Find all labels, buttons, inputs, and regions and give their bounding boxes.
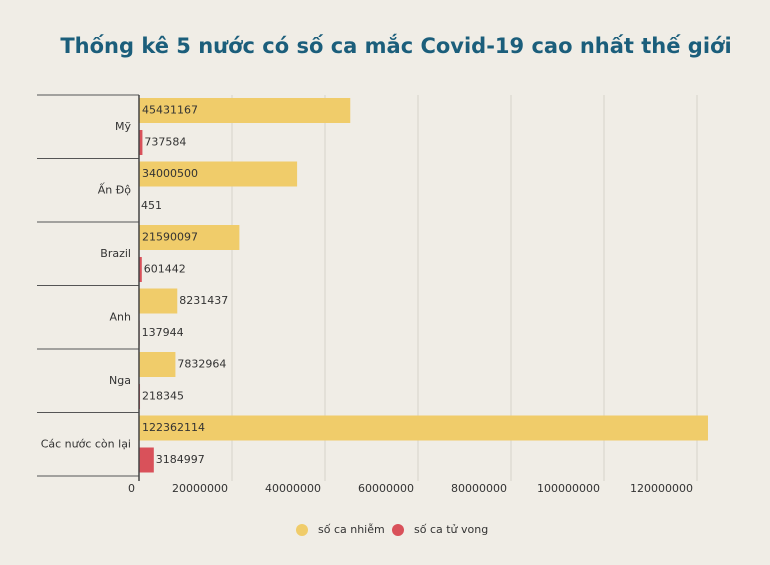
value-label: 3184997 [156, 453, 205, 466]
y-tick-label: Các nước còn lại [41, 437, 131, 450]
x-tick-label: 20000000 [172, 482, 228, 495]
bar [139, 415, 708, 441]
x-tick-label: 100000000 [537, 482, 600, 495]
bar [139, 352, 176, 377]
x-tick-label: 120000000 [630, 482, 693, 495]
y-tick-label: Mỹ [115, 120, 131, 133]
bar [139, 447, 154, 473]
value-label: 21590097 [142, 231, 198, 244]
bar [139, 225, 240, 250]
x-tick-label: 60000000 [358, 482, 414, 495]
value-label: 218345 [142, 390, 184, 403]
value-label: 8231437 [179, 294, 228, 307]
x-tick-label: 0 [128, 482, 135, 495]
bar [139, 130, 143, 155]
value-label: 601442 [144, 263, 186, 276]
y-tick-label: Ấn Độ [98, 182, 132, 196]
y-tick-label: Brazil [100, 247, 131, 260]
bar [139, 288, 178, 314]
value-label: 7832964 [177, 358, 226, 371]
value-label: 122362114 [142, 421, 205, 434]
value-label: 34000500 [142, 167, 198, 180]
value-label: 451 [141, 199, 162, 212]
bar [139, 161, 298, 187]
value-label: 45431167 [142, 104, 198, 117]
legend-label: số ca tử vong [414, 523, 488, 536]
y-tick-label: Nga [109, 374, 131, 387]
value-label: 137944 [142, 326, 184, 339]
bar [139, 98, 351, 123]
legend-marker [392, 524, 404, 536]
chart-title: Thống kê 5 nước có số ca mắc Covid-19 ca… [60, 33, 731, 58]
legend-marker [296, 524, 308, 536]
legend-label: số ca nhiễm [318, 523, 385, 536]
x-tick-label: 80000000 [451, 482, 507, 495]
x-tick-label: 40000000 [265, 482, 321, 495]
bar [139, 257, 142, 282]
y-tick-label: Anh [110, 310, 131, 323]
value-label: 737584 [144, 136, 186, 149]
